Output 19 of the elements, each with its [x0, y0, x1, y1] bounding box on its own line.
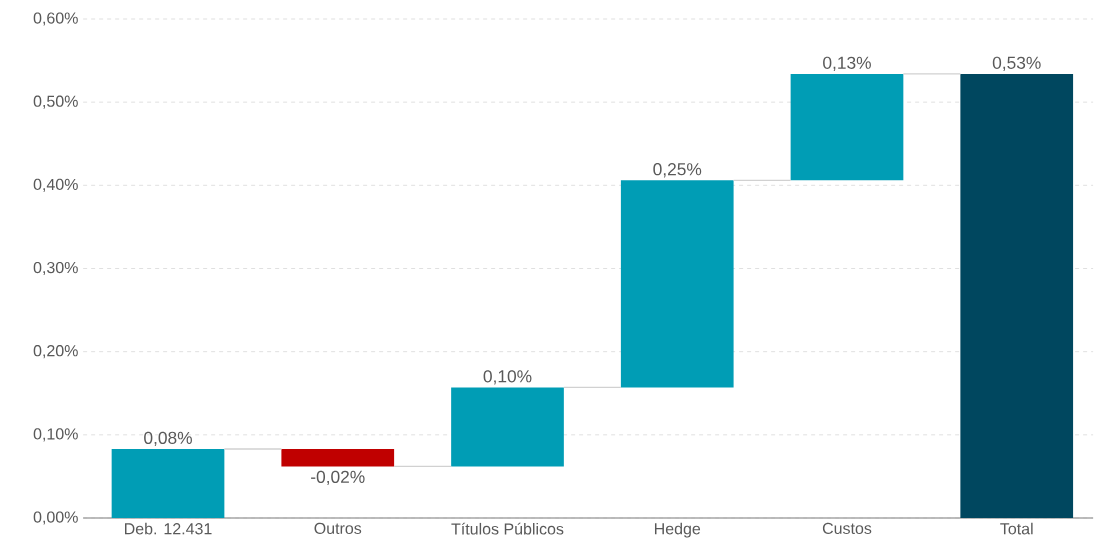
data-label: 0,13% — [823, 56, 871, 71]
y-tick-label: 0,00% — [33, 511, 78, 525]
y-tick-label: 0,40% — [33, 178, 78, 192]
y-tick-label: 0,20% — [33, 345, 78, 359]
x-tick-label: Total — [1000, 522, 1033, 535]
y-tick-label: 0,60% — [33, 12, 78, 26]
x-tick-label: Hedge — [654, 522, 701, 538]
data-label: 0,53% — [992, 56, 1041, 71]
data-label: -0,02% — [311, 470, 365, 486]
y-tick-label: 0,10% — [33, 428, 78, 442]
data-label: 0,08% — [144, 431, 192, 447]
data-label: 0,25% — [653, 163, 702, 178]
x-tick-label: Outros — [314, 522, 362, 535]
x-tick-label: Títulos Públicos — [451, 522, 564, 535]
x-tick-label: Deb. 12.431 — [125, 522, 212, 535]
y-tick-label: 0,30% — [33, 261, 78, 276]
x-tick-label: Custos — [822, 522, 872, 535]
data-label: 0,10% — [483, 370, 532, 385]
y-tick-label: 0,50% — [33, 95, 78, 109]
